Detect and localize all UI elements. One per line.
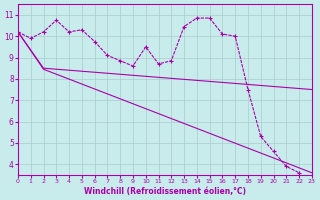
X-axis label: Windchill (Refroidissement éolien,°C): Windchill (Refroidissement éolien,°C) [84, 187, 246, 196]
